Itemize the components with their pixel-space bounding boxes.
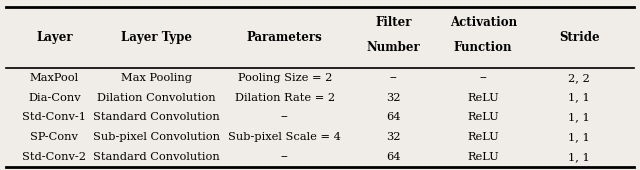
- Text: Layer Type: Layer Type: [122, 31, 192, 44]
- Text: 1, 1: 1, 1: [568, 93, 590, 103]
- Text: 2, 2: 2, 2: [568, 73, 590, 83]
- Text: Max Pooling: Max Pooling: [122, 73, 192, 83]
- Text: Function: Function: [454, 41, 513, 54]
- Text: --: --: [479, 73, 487, 83]
- Text: Parameters: Parameters: [247, 31, 323, 44]
- Text: Activation: Activation: [450, 16, 516, 29]
- Text: ReLU: ReLU: [467, 132, 499, 142]
- Text: Layer: Layer: [36, 31, 73, 44]
- Text: --: --: [281, 152, 289, 162]
- Text: SP-Conv: SP-Conv: [31, 132, 78, 142]
- Text: Sub-pixel Convolution: Sub-pixel Convolution: [93, 132, 220, 142]
- Text: 64: 64: [387, 152, 401, 162]
- Text: ReLU: ReLU: [467, 112, 499, 122]
- Text: Dilation Convolution: Dilation Convolution: [97, 93, 216, 103]
- Text: Dilation Rate = 2: Dilation Rate = 2: [235, 93, 335, 103]
- Text: Std-Conv-2: Std-Conv-2: [22, 152, 86, 162]
- Text: Dia-Conv: Dia-Conv: [28, 93, 81, 103]
- Text: Std-Conv-1: Std-Conv-1: [22, 112, 86, 122]
- Text: ReLU: ReLU: [467, 152, 499, 162]
- Text: Number: Number: [367, 41, 420, 54]
- Text: 32: 32: [387, 93, 401, 103]
- Text: 1, 1: 1, 1: [568, 152, 590, 162]
- Text: MaxPool: MaxPool: [30, 73, 79, 83]
- Text: Standard Convolution: Standard Convolution: [93, 112, 220, 122]
- Text: Sub-pixel Scale = 4: Sub-pixel Scale = 4: [228, 132, 341, 142]
- Text: 1, 1: 1, 1: [568, 132, 590, 142]
- Text: 1, 1: 1, 1: [568, 112, 590, 122]
- Text: Pooling Size = 2: Pooling Size = 2: [237, 73, 332, 83]
- Text: ReLU: ReLU: [467, 93, 499, 103]
- Text: --: --: [281, 112, 289, 122]
- Text: 64: 64: [387, 112, 401, 122]
- Text: --: --: [390, 73, 397, 83]
- Text: Stride: Stride: [559, 31, 600, 44]
- Text: Standard Convolution: Standard Convolution: [93, 152, 220, 162]
- Text: Filter: Filter: [375, 16, 412, 29]
- Text: 32: 32: [387, 132, 401, 142]
